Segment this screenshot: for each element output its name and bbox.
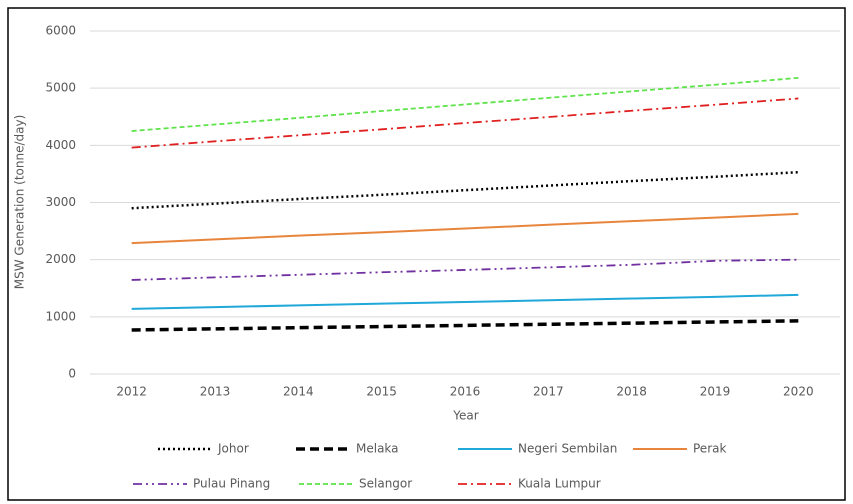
legend-label: Perak	[693, 442, 726, 456]
series-line	[131, 293, 799, 310]
legend-label: Melaka	[356, 442, 399, 456]
y-tick-label: 6000	[45, 24, 76, 38]
y-tick-label: 5000	[45, 81, 76, 95]
x-tick-label: 2016	[450, 385, 481, 399]
x-tick-label: 2018	[616, 385, 647, 399]
series-line	[131, 97, 799, 149]
legend-label: Pulau Pinang	[193, 477, 270, 491]
x-tick-label: 2013	[200, 385, 231, 399]
y-tick-label: 4000	[45, 138, 76, 152]
series-line	[131, 212, 799, 245]
legend-label: Kuala Lumpur	[518, 477, 601, 491]
x-tick-label: 2014	[283, 385, 314, 399]
y-axis-title: MSW Generation (tonne/day)	[13, 115, 27, 290]
legend-label: Johor	[217, 442, 249, 456]
chart-frame	[7, 7, 846, 501]
x-tick-label: 2015	[366, 385, 397, 399]
y-tick-label: 2000	[45, 252, 76, 266]
x-tick-label: 2019	[700, 385, 731, 399]
x-tick-label: 2020	[783, 385, 814, 399]
y-tick-label: 1000	[45, 309, 76, 323]
y-tick-label: 0	[68, 367, 76, 381]
x-tick-label: 2017	[533, 385, 564, 399]
x-tick-label: 2012	[116, 385, 147, 399]
y-tick-label: 3000	[45, 195, 76, 209]
series-line	[131, 258, 799, 281]
legend-label: Selangor	[359, 477, 412, 491]
legend-label: Negeri Sembilan	[518, 442, 617, 456]
x-axis-title: Year	[452, 409, 478, 423]
series-line	[131, 170, 799, 210]
